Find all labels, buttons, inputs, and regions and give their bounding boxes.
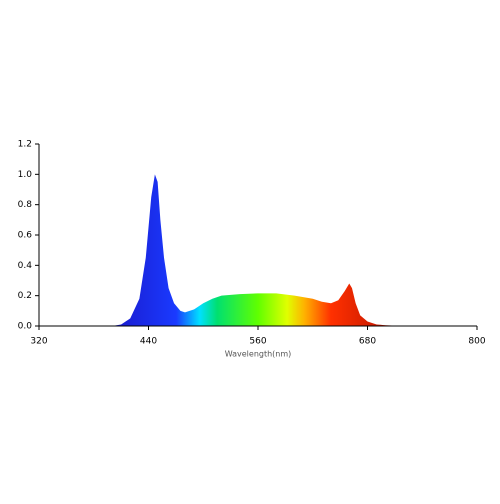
x-tick-label: 800 — [468, 337, 485, 347]
y-tick-label: 0.0 — [18, 322, 33, 332]
x-tick-label: 440 — [140, 337, 157, 347]
spectrum-area — [112, 174, 404, 326]
y-tick-label: 0.2 — [18, 291, 32, 301]
y-tick-label: 1.0 — [18, 170, 33, 180]
y-tick-label: 1.2 — [18, 140, 32, 150]
y-tick-label: 0.4 — [18, 261, 33, 271]
x-axis-label: Wavelength(nm) — [225, 350, 292, 359]
x-tick-label: 680 — [359, 337, 376, 347]
x-tick-label: 560 — [249, 337, 266, 347]
x-tick-label: 320 — [30, 337, 47, 347]
y-tick-label: 0.8 — [18, 200, 33, 210]
y-tick-label: 0.6 — [18, 231, 33, 241]
